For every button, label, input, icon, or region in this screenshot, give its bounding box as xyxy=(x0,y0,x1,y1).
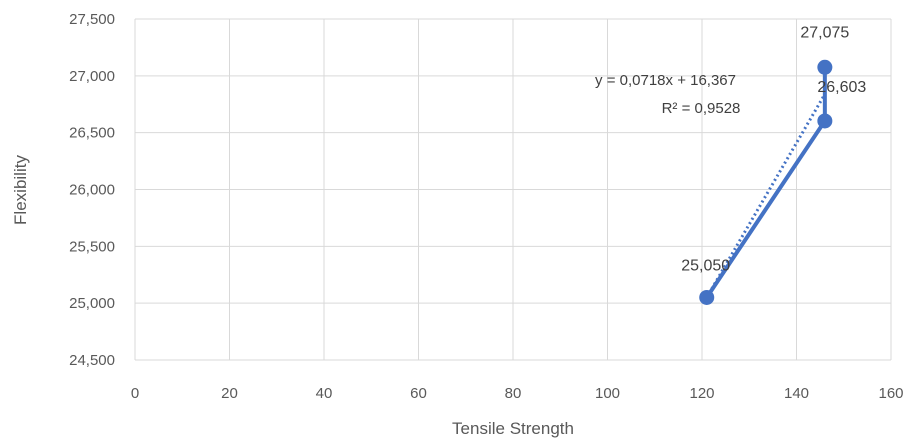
data-label: 26,603 xyxy=(817,79,866,96)
y-tick-label: 25,500 xyxy=(69,238,115,255)
trendline xyxy=(705,93,827,299)
y-axis-ticks: 24,500 25,000 25,500 26,000 26,500 27,000 27,5… xyxy=(69,11,115,369)
x-tick-label: 60 xyxy=(410,385,427,402)
trendline-layer xyxy=(705,93,827,299)
x-tick-label: 120 xyxy=(689,385,714,402)
data-point xyxy=(699,289,715,305)
data-labels: 25,050 26,603 27,075 xyxy=(681,24,866,274)
y-tick-label: 26,000 xyxy=(69,182,115,199)
y-tick-label: 27,500 xyxy=(69,11,115,28)
x-tick-label: 20 xyxy=(221,385,238,402)
x-tick-label: 80 xyxy=(505,385,522,402)
x-tick-label: 40 xyxy=(316,385,333,402)
x-tick-label: 100 xyxy=(595,385,620,402)
y-tick-label: 24,500 xyxy=(69,352,115,369)
x-tick-label: 160 xyxy=(878,385,903,402)
data-label: 25,050 xyxy=(681,257,730,274)
x-tick-label: 140 xyxy=(784,385,809,402)
y-tick-label: 25,000 xyxy=(69,295,115,312)
y-tick-label: 27,000 xyxy=(69,68,115,85)
data-point xyxy=(817,113,833,129)
data-point xyxy=(817,59,833,75)
points-layer xyxy=(699,59,833,305)
trendline-r-squared: R² = 0,9528 xyxy=(662,100,741,117)
x-axis-title: Tensile Strength xyxy=(452,419,574,438)
y-tick-label: 26,500 xyxy=(69,125,115,142)
x-tick-label: 0 xyxy=(131,385,139,402)
y-axis-title: Flexibility xyxy=(11,155,30,225)
trendline-equation: y = 0,0718x + 16,367 xyxy=(595,72,736,89)
x-axis-ticks: 0 20 40 60 80 100 120 140 160 xyxy=(131,385,904,402)
data-label: 27,075 xyxy=(800,24,849,41)
